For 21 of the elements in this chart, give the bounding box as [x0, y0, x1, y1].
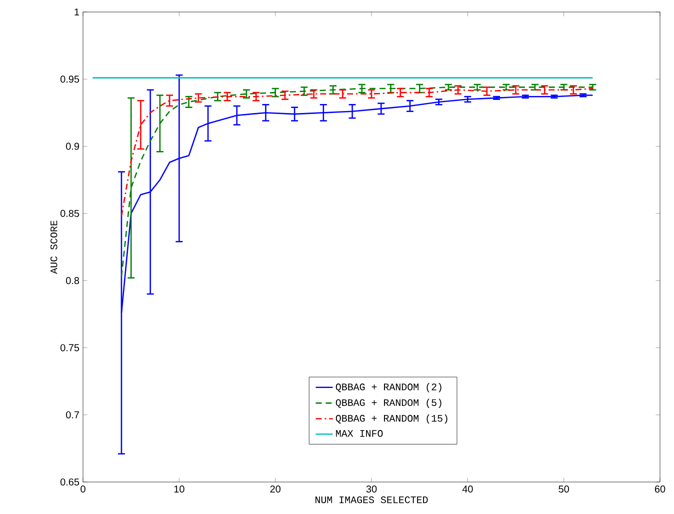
- legend-label: QBBAG + RANDOM (15): [336, 414, 448, 424]
- x-tick-label: 20: [270, 486, 280, 493]
- x-tick-label: 30: [366, 486, 377, 493]
- x-tick-label: 40: [462, 486, 473, 493]
- legend-label: QBBAG + RANDOM (5): [336, 398, 442, 408]
- y-tick-label: 0.65: [60, 478, 80, 486]
- y-tick-label: 0.7: [66, 411, 79, 418]
- y-tick-label: 0.95: [60, 76, 80, 83]
- y-tick-label: 0.85: [60, 210, 80, 217]
- x-axis-title: NUM IMAGES SELECTED: [315, 496, 428, 504]
- x-tick-label: 50: [558, 486, 569, 493]
- y-tick-label: 1: [74, 8, 79, 16]
- y-tick-label: 0.8: [66, 277, 80, 284]
- y-tick-label: 0.75: [60, 344, 80, 352]
- x-tick-label: 0: [80, 486, 86, 493]
- y-axis-title: AUC SCORE: [50, 220, 58, 274]
- x-tick-label: 60: [654, 486, 666, 493]
- legend-label: MAX INFO: [336, 430, 383, 437]
- x-tick-label: 10: [174, 486, 184, 493]
- legend-label: QBBAG + RANDOM (2): [336, 383, 442, 392]
- y-tick-label: 0.9: [66, 142, 80, 150]
